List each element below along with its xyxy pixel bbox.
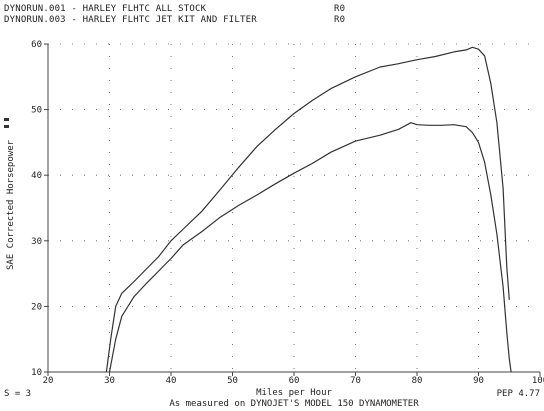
run-header-2: DYNORUN.003 - HARLEY FLHTC JET KIT AND F… bbox=[4, 15, 345, 25]
legend-marker-2 bbox=[4, 125, 9, 128]
legend-markers bbox=[4, 118, 9, 128]
dynamometer-credit: As measured on DYNOJET'S MODEL 150 DYNAM… bbox=[169, 399, 419, 409]
x-axis-label: Miles per Hour bbox=[256, 388, 332, 398]
x-tick-label: 90 bbox=[473, 376, 484, 386]
y-tick-label: 50 bbox=[31, 106, 42, 116]
x-tick-label: 30 bbox=[104, 376, 115, 386]
x-tick-label: 20 bbox=[43, 376, 54, 386]
run-header-1: DYNORUN.001 - HARLEY FLHTC ALL STOCK R0 bbox=[4, 4, 345, 14]
legend-marker-1 bbox=[4, 118, 9, 121]
axis-ticks: 2030405060708090100102030405060 bbox=[31, 40, 544, 386]
x-tick-label: 100 bbox=[532, 376, 544, 386]
y-tick-label: 60 bbox=[31, 40, 42, 50]
run-name-2: DYNORUN.003 - HARLEY FLHTC JET KIT AND F… bbox=[4, 15, 257, 25]
x-tick-label: 60 bbox=[289, 376, 300, 386]
x-tick-label: 70 bbox=[350, 376, 361, 386]
pep-label: PEP 4.77 bbox=[497, 389, 540, 399]
series-line-1 bbox=[105, 46, 510, 373]
x-tick-label: 40 bbox=[166, 376, 177, 386]
y-tick-label: 30 bbox=[31, 237, 42, 247]
grid bbox=[48, 43, 540, 372]
smoothing-label: S = 3 bbox=[4, 389, 31, 399]
series-line-2 bbox=[108, 122, 512, 373]
y-tick-label: 10 bbox=[31, 368, 42, 378]
run-tag-2: R0 bbox=[334, 15, 346, 25]
x-tick-label: 80 bbox=[412, 376, 423, 386]
series-group bbox=[105, 46, 512, 373]
y-axis-label: SAE Corrected Horsepower bbox=[6, 139, 16, 270]
run-name-1: DYNORUN.001 - HARLEY FLHTC ALL STOCK bbox=[4, 4, 207, 14]
y-tick-label: 20 bbox=[31, 302, 42, 312]
y-tick-label: 40 bbox=[31, 171, 42, 181]
plot-frame bbox=[47, 44, 540, 373]
run-tag-1: R0 bbox=[334, 4, 346, 14]
x-tick-label: 50 bbox=[227, 376, 238, 386]
